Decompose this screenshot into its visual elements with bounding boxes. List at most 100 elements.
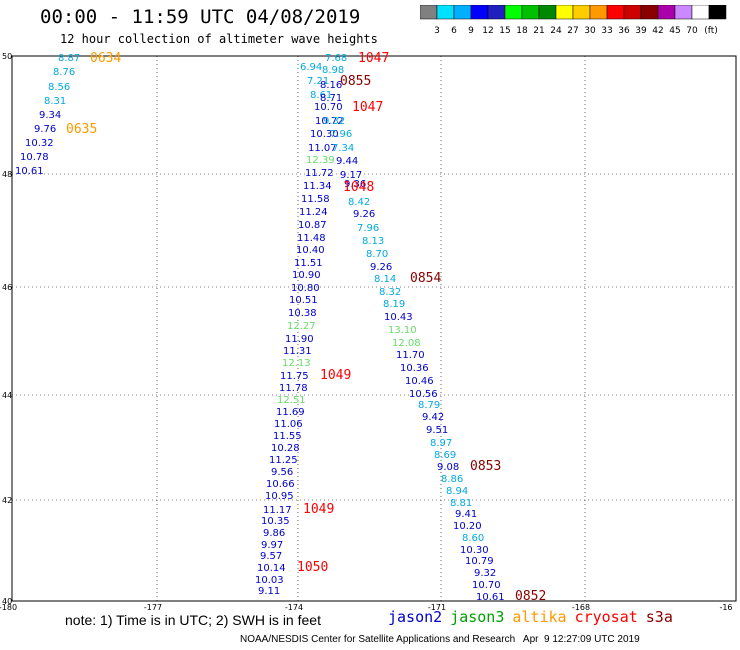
pass-time-label: 1048 <box>343 180 374 195</box>
colorbar-label: 12 <box>482 26 493 36</box>
wave-height-label: 10.28 <box>271 443 300 454</box>
wave-height-label: 10.80 <box>291 283 320 294</box>
wave-height-label: 9.32 <box>323 116 345 127</box>
wave-height-label: 12.13 <box>282 358 311 369</box>
wave-height-label: 11.75 <box>280 371 309 382</box>
wave-height-label: 10.56 <box>409 389 438 400</box>
credit-footer: NOAA/NESDIS Center for Satellite Applica… <box>240 634 640 645</box>
wave-height-label: 9.42 <box>422 412 444 423</box>
wave-height-label: 12.39 <box>306 155 335 166</box>
wave-height-label: 12.27 <box>287 321 316 332</box>
wave-height-label: 11.58 <box>301 194 330 205</box>
wave-height-label: 10.61 <box>15 166 44 177</box>
colorbar-label: 45 <box>669 26 680 36</box>
wave-height-label: 9.11 <box>258 586 280 597</box>
wave-height-label: 11.69 <box>276 407 305 418</box>
colorbar-label: 39 <box>635 26 647 36</box>
pass-time-label: 0852 <box>515 589 546 604</box>
legend-altika: altika <box>512 608 567 626</box>
wave-height-label: 8.70 <box>366 249 388 260</box>
wave-height-label: 8.97 <box>430 438 452 449</box>
wave-height-label: 8.87 <box>58 53 80 64</box>
wave-height-label: 9.26 <box>353 209 375 220</box>
wave-height-label: 10.35 <box>261 516 290 527</box>
wave-height-label: 10.38 <box>288 308 317 319</box>
wave-height-label: 11.51 <box>294 258 323 269</box>
colorbar-label: 42 <box>652 26 663 36</box>
wave-height-label: 10.95 <box>265 491 294 502</box>
wave-height-label: 9.32 <box>474 568 496 579</box>
pass-time-label: 1049 <box>320 368 351 383</box>
satellite-legend: jason2 jason3 altika cryosat s3a <box>388 608 681 626</box>
wave-height-label: 10.32 <box>25 138 54 149</box>
wave-height-label: 8.86 <box>441 474 463 485</box>
colorbar-label: 24 <box>550 26 562 36</box>
wave-height-label: 11.31 <box>283 346 312 357</box>
lon-tick-label: -16 <box>719 603 732 612</box>
wave-height-label: 8.31 <box>44 96 66 107</box>
wave-height-label: 9.86 <box>263 528 285 539</box>
wave-height-label: 9.26 <box>370 262 392 273</box>
map-subtitle: 12 hour collection of altimeter wave hei… <box>60 32 378 46</box>
wave-height-label: 12.51 <box>277 395 306 406</box>
lon-tick-label: -168 <box>572 603 590 612</box>
wave-height-label: 8.69 <box>434 450 456 461</box>
lat-tick-label: 40 <box>2 597 12 606</box>
legend-cryosat: cryosat <box>574 608 638 626</box>
wave-height-label: 10.72 <box>315 116 344 127</box>
wave-height-label: 13.10 <box>388 325 417 336</box>
wave-height-label: 10.14 <box>257 563 286 574</box>
wave-height-label: 8.76 <box>53 67 75 78</box>
colorbar-label: (ft) <box>704 26 718 36</box>
lat-tick-label: 46 <box>2 283 12 292</box>
wave-height-label: 8.42 <box>348 197 370 208</box>
wave-height-label: 9.56 <box>271 467 293 478</box>
wave-height-label: 11.34 <box>303 181 332 192</box>
footnote: note: 1) Time is in UTC; 2) SWH is in fe… <box>65 612 321 628</box>
colorbar-label: 18 <box>516 26 528 36</box>
colorbar-label: 36 <box>618 26 630 36</box>
pass-time-label: 1049 <box>303 502 334 517</box>
legend-s3a: s3a <box>645 608 673 626</box>
wave-height-label: 8.94 <box>446 486 468 497</box>
lon-tick-label: -177 <box>144 603 162 612</box>
pass-time-label: 0853 <box>470 459 501 474</box>
lat-tick-label: 50 <box>2 52 12 61</box>
wave-height-label: 8.32 <box>379 287 401 298</box>
colorbar-label: 70 <box>686 26 698 36</box>
wave-height-label: 11.78 <box>279 383 308 394</box>
wave-height-label: 11.17 <box>263 505 292 516</box>
wave-height-label: 8.79 <box>418 400 440 411</box>
wave-height-label: 9.57 <box>260 551 282 562</box>
lon-tick-label: -171 <box>428 603 446 612</box>
wave-height-label: 10.87 <box>298 220 327 231</box>
wave-height-label: 9.44 <box>336 156 358 167</box>
wave-height-label: 11.06 <box>274 419 303 430</box>
lon-tick-label: -174 <box>285 603 303 612</box>
wave-height-label: 8.61 <box>310 90 332 101</box>
pass-time-label: 1047 <box>358 51 389 66</box>
lat-tick-label: 42 <box>2 496 12 505</box>
wave-height-label: 10.79 <box>465 556 494 567</box>
wave-height-label: 10.51 <box>289 295 318 306</box>
wave-height-label: 8.60 <box>462 533 484 544</box>
wave-height-label: 11.25 <box>269 455 298 466</box>
colorbar-swatch <box>708 5 727 20</box>
wave-height-label: 11.48 <box>297 233 326 244</box>
wave-height-label: 10.70 <box>472 580 501 591</box>
wave-height-label: 10.30 <box>460 545 489 556</box>
wave-height-label: 10.61 <box>476 592 505 603</box>
wave-height-label: 9.08 <box>437 462 459 473</box>
colorbar-label: 33 <box>601 26 612 36</box>
wave-height-label: 11.70 <box>396 350 425 361</box>
wave-height-label: 7.68 <box>325 53 347 64</box>
legend-jason3: jason3 <box>450 608 505 626</box>
wave-height-label: 11.24 <box>299 207 328 218</box>
colorbar-label: 30 <box>584 26 596 36</box>
wave-height-label: 12.08 <box>392 338 421 349</box>
lat-tick-label: 44 <box>2 391 12 400</box>
colorbar-label: 9 <box>468 26 474 36</box>
wave-height-label: 11.90 <box>285 334 314 345</box>
colorbar-label: 21 <box>533 26 544 36</box>
